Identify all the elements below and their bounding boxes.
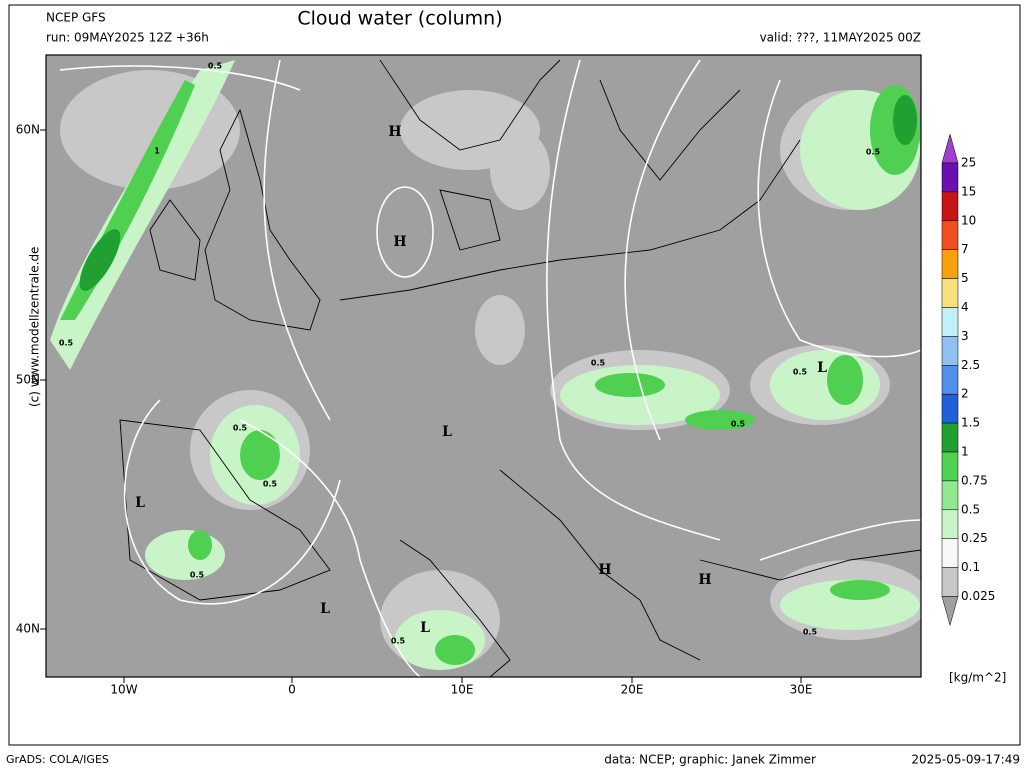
high-pressure: H <box>598 562 611 578</box>
colorbar-cap <box>941 133 959 164</box>
colorbar-label: 10 <box>961 213 976 227</box>
colorbar-box <box>941 191 959 222</box>
contour-label: 0.5 <box>793 368 808 377</box>
software: GrADS: COLA/IGES <box>6 753 109 766</box>
run-label: run: 09MAY2025 12Z +36h <box>46 31 209 45</box>
colorbar-box <box>941 422 959 453</box>
colorbar-label: 0.025 <box>961 589 995 603</box>
colorbar-unit: [kg/m^2] <box>949 671 1006 685</box>
map <box>45 54 922 678</box>
low-pressure: L <box>320 601 330 617</box>
colorbar-box <box>941 451 959 482</box>
colorbar-label: 15 <box>961 184 976 198</box>
colorbar-label: 5 <box>961 271 969 285</box>
credit: data: NCEP; graphic: Janek Zimmer <box>604 753 816 767</box>
colorbar-box <box>941 393 959 424</box>
title: Cloud water (column) <box>297 8 502 30</box>
colorbar-label: 0.5 <box>961 502 980 516</box>
contour-label: 0.5 <box>731 420 746 429</box>
lat-label: 50N <box>16 373 40 387</box>
colorbar-box <box>941 307 959 337</box>
high-pressure: H <box>393 234 406 250</box>
lon-label: 10W <box>110 683 137 697</box>
colorbar-box <box>941 278 959 308</box>
colorbar-box <box>941 162 959 193</box>
colorbar-cap <box>941 596 959 627</box>
colorbar-box <box>941 509 959 539</box>
low-pressure: L <box>817 360 827 376</box>
contour-label: 0.5 <box>391 637 406 646</box>
colorbar-label: 2.5 <box>961 358 980 372</box>
colorbar-label: 3 <box>961 329 969 343</box>
map-frame <box>45 54 922 678</box>
lon-label: 20E <box>621 683 644 697</box>
colorbar-box <box>941 249 959 279</box>
outer-frame <box>8 4 1021 746</box>
colorbar-label: 1 <box>961 445 969 459</box>
contour-label: 0.5 <box>591 359 606 368</box>
valid-label: valid: ???, 11MAY2025 00Z <box>760 31 921 45</box>
lon-label: 0 <box>288 683 296 697</box>
colorbar-label: 2 <box>961 387 969 401</box>
lat-label: 60N <box>16 123 40 137</box>
contour-label: 1 <box>154 147 160 156</box>
colorbar-box <box>941 336 959 366</box>
coastlines <box>119 59 921 677</box>
copyright: (c) www.modellzentrale.de <box>28 247 42 407</box>
lon-label: 10E <box>451 683 474 697</box>
colorbar-box <box>941 567 959 597</box>
contour-label: 0.5 <box>233 424 248 433</box>
colorbar-label: 0.1 <box>961 560 980 574</box>
colorbar-label: 4 <box>961 300 969 314</box>
colorbar-label: 25 <box>961 156 976 170</box>
lon-label: 30E <box>790 683 813 697</box>
high-pressure: H <box>698 572 711 588</box>
model-label: NCEP GFS <box>46 11 106 25</box>
contour-label: 0.5 <box>208 62 223 71</box>
contour-label: 0.5 <box>263 480 278 489</box>
contour-label: 0.5 <box>59 339 74 348</box>
colorbar-label: 0.25 <box>961 531 988 545</box>
low-pressure: L <box>135 495 145 511</box>
low-pressure: L <box>420 620 430 636</box>
contour-label: 0.5 <box>866 148 881 157</box>
lat-label: 40N <box>16 622 40 636</box>
isobars <box>59 59 921 677</box>
colorbar-box <box>941 538 959 568</box>
cloud-1 <box>79 95 917 291</box>
colorbar-label: 0.75 <box>961 473 988 487</box>
low-pressure: L <box>442 424 452 440</box>
colorbar-box <box>941 365 959 395</box>
colorbar-label: 1.5 <box>961 416 980 430</box>
colorbar-box <box>941 480 959 511</box>
colorbar-box <box>941 220 959 250</box>
high-pressure: H <box>388 124 401 140</box>
contour-label: 0.5 <box>803 628 818 637</box>
contour-label: 0.5 <box>190 571 205 580</box>
timestamp: 2025-05-09-17:49 <box>911 753 1020 767</box>
colorbar-label: 7 <box>961 242 969 256</box>
